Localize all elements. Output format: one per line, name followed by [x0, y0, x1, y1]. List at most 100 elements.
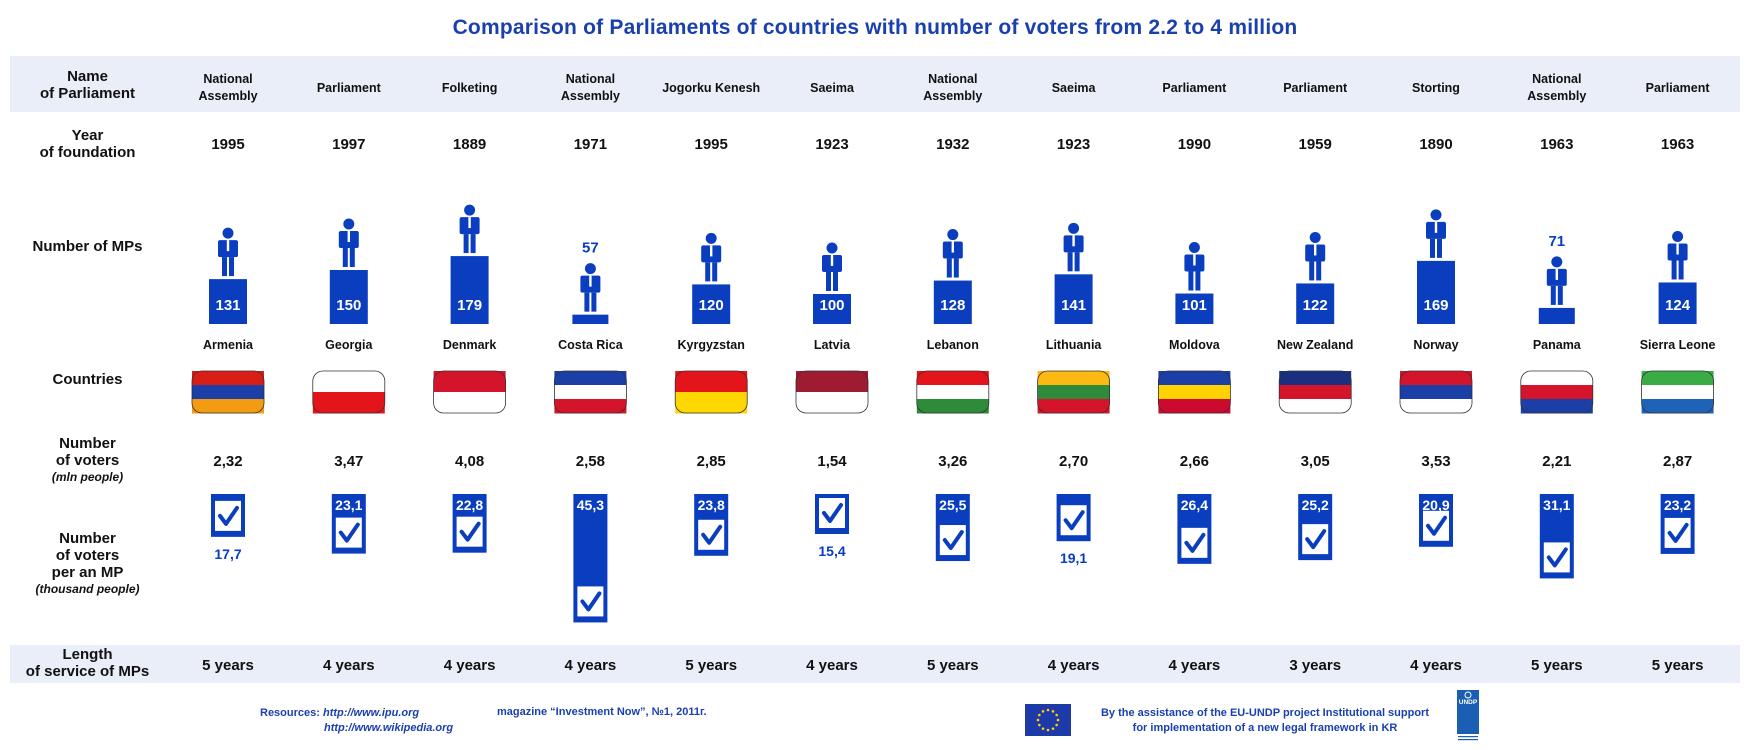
number-of-voters: 3,47	[334, 453, 364, 470]
check-mark-icon	[1546, 547, 1568, 568]
person-icon	[822, 242, 842, 291]
eu-star	[1055, 713, 1058, 717]
row-label-voters-unit: (mln people)	[51, 470, 124, 484]
voters-per-mp-label: 22,8	[456, 497, 483, 513]
length-of-service: 4 years	[806, 657, 858, 674]
person-icon	[701, 232, 722, 282]
voters-per-mp-label: 23,2	[1664, 497, 1691, 513]
mp-count-label: 150	[336, 297, 361, 314]
assistance-note: By the assistance of the EU-UNDP project…	[1085, 706, 1445, 736]
length-of-service: 3 years	[1289, 657, 1342, 674]
number-of-voters: 2,58	[575, 453, 605, 470]
mp-bar	[1658, 282, 1697, 324]
row-label-countries: Countries	[52, 371, 123, 388]
resource-link-wikipedia[interactable]: http://www.wikipedia.org	[324, 722, 454, 734]
row-label-year-line2: of foundation	[39, 144, 136, 161]
parliament-name: Parliament	[1283, 80, 1348, 95]
voters-per-mp-label: 31,1	[1543, 497, 1570, 513]
number-of-voters: 3,05	[1300, 453, 1330, 470]
eu-star	[1046, 708, 1050, 712]
country-column: Saeima 1923 Latvia 1,54 4 years	[777, 0, 887, 750]
number-of-voters: 2,85	[696, 453, 726, 470]
person-icon	[1063, 222, 1084, 272]
country-name: Kyrgyzstan	[677, 338, 745, 352]
number-of-voters: 3,53	[1421, 453, 1451, 470]
country-name: Lebanon	[926, 338, 979, 352]
person-icon	[1305, 231, 1326, 281]
year-of-foundation: 1959	[1298, 136, 1332, 153]
length-of-service: 4 years	[1168, 657, 1221, 674]
row-label-parliament: Name of Parliament	[10, 68, 165, 102]
length-of-service: 4 years	[443, 657, 496, 674]
voters-per-mp-label: 15,4	[818, 543, 845, 559]
row-label-per-mp: Number of voters per an MP (thousand peo…	[10, 530, 165, 598]
country-column: Parliament 1963 Sierra Leone 2,87 5 years	[1623, 0, 1733, 750]
number-of-voters: 2,32	[213, 453, 243, 470]
person-icon	[338, 218, 359, 267]
row-label-voters-line2: of voters	[55, 452, 120, 469]
row-label-term: Length of service of MPs	[10, 646, 165, 680]
check-mark-icon	[1305, 529, 1327, 550]
country-flag-map-icon	[433, 370, 507, 414]
person-icon	[218, 227, 238, 277]
mp-bar	[813, 294, 851, 324]
number-of-voters: 2,66	[1179, 453, 1209, 470]
person-icon	[1426, 209, 1446, 258]
country-name: Denmark	[442, 338, 497, 352]
eu-star	[1038, 723, 1041, 727]
country-name: Lithuania	[1045, 338, 1102, 352]
parliament-name: Parliament	[316, 80, 381, 95]
voters-per-mp-label: 19,1	[1060, 550, 1087, 566]
mp-bar	[1417, 260, 1455, 324]
parliament-name: Jogorku Kenesh	[662, 80, 761, 95]
row-label-year-line1: Year	[71, 127, 104, 144]
eu-star	[1055, 723, 1058, 727]
country-column: Parliament 1997 Georgia 3,47 4 years	[294, 0, 404, 750]
parliament-name: Storting	[1412, 80, 1460, 95]
country-flag-map-icon	[916, 370, 990, 414]
country-column: Storting 1890 Norway 3,53 4 years	[1381, 0, 1491, 750]
row-label-per-mp-line2: of voters	[55, 547, 120, 564]
mp-bar	[1296, 283, 1335, 324]
year-of-foundation: 1990	[1177, 136, 1212, 153]
country-column: Saeima 1923 Lithuania 2,70 4 years	[1019, 0, 1129, 750]
parliament-name: Parliament	[1162, 80, 1227, 95]
voters-per-mp-label: 25,2	[1302, 497, 1329, 513]
eu-star	[1041, 727, 1045, 730]
mp-count-label: 179	[457, 297, 482, 314]
mp-bar	[933, 280, 972, 324]
mp-count-label: 120	[699, 297, 724, 314]
length-of-service: 5 years	[685, 657, 738, 674]
person-icon	[1546, 256, 1567, 305]
mp-bar	[1054, 274, 1093, 324]
country-flag-map-icon	[554, 370, 627, 414]
check-mark-icon	[338, 522, 360, 543]
assistance-line2: for implementation of a new legal framew…	[1132, 722, 1398, 734]
country-flag-map-icon	[1278, 370, 1352, 414]
voters-per-mp-label: 17,7	[214, 546, 241, 562]
check-mark-icon	[1184, 532, 1206, 553]
voters-per-mp-label: 23,8	[698, 497, 725, 513]
eu-flag-icon	[1025, 704, 1071, 736]
voters-per-mp-label: 45,3	[577, 497, 604, 513]
magazine-credit: magazine “Investment Now”, №1, 2011г.	[497, 706, 707, 718]
resources-label: Resources:	[260, 707, 320, 719]
row-label-term-line2: of service of MPs	[25, 663, 150, 680]
check-mark-icon	[1063, 510, 1085, 531]
number-of-voters: 2,21	[1542, 453, 1572, 470]
check-mark-icon	[942, 530, 964, 551]
row-label-per-mp-unit: (thousand people)	[35, 582, 140, 596]
country-flag-map-icon	[795, 370, 869, 414]
country-column: Parliament 1990 Moldova 2,66 4 years	[1139, 0, 1249, 750]
mp-bar	[209, 279, 247, 324]
year-of-foundation: 1995	[694, 136, 728, 153]
country-flag-map-icon	[312, 370, 386, 414]
country-name: Panama	[1532, 338, 1581, 352]
country-name: New Zealand	[1276, 338, 1354, 352]
resource-link-ipu[interactable]: http://www.ipu.org	[322, 707, 420, 719]
mp-bar	[692, 284, 731, 324]
assistance-line1: By the assistance of the EU-UNDP project…	[1100, 707, 1429, 719]
number-of-voters: 2,70	[1058, 453, 1089, 470]
country-column: National Assembly 1932 Lebanon 3,26 5 years	[898, 0, 1008, 750]
